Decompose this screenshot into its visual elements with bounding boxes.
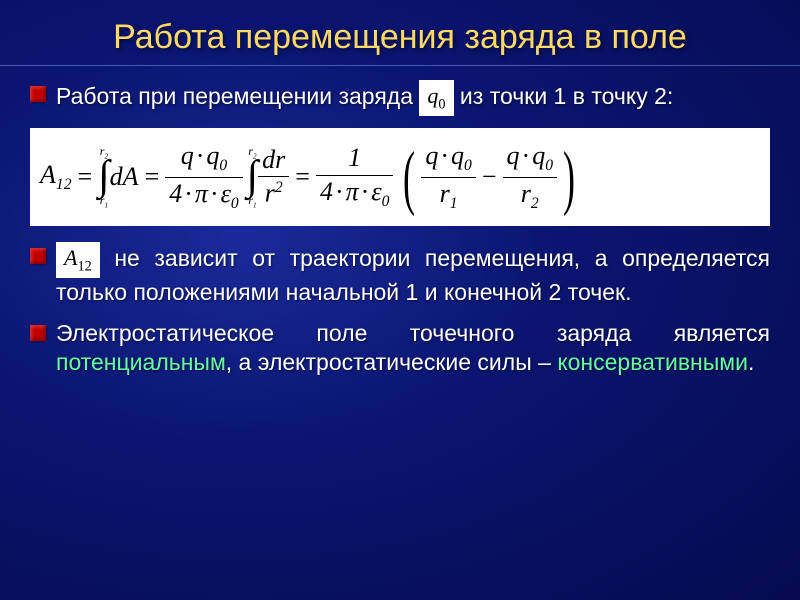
f-A: A12 (40, 160, 71, 194)
bullet-icon (30, 86, 46, 102)
q0-sub: 0 (438, 96, 445, 112)
text-3c: , а электростатические силы – (226, 349, 558, 375)
f-paren: ( q·q0 r1 − q·q0 r2 ) (397, 140, 581, 214)
f-frac1: q·q0 4·π·ε0 (165, 140, 242, 214)
slide: Работа перемещения заряда в поле Работа … (0, 0, 800, 600)
bullet-icon (30, 325, 46, 341)
slide-content: Работа при перемещении заряда q0 из точк… (0, 66, 800, 398)
text-3e: . (748, 349, 754, 375)
text-3a: Электростатическое поле точечного заряда… (56, 320, 770, 346)
text-1-post: из точки 1 в точку 2: (460, 83, 673, 109)
f-eq3: = (289, 162, 316, 192)
A12-sub: 12 (77, 258, 91, 274)
text-1-pre: Работа при перемещении заряда (56, 83, 419, 109)
bullet-item-2: A12 не зависит от траектории перемещения… (30, 242, 770, 307)
A12-sym: A (64, 245, 77, 270)
f-eq2: = (139, 162, 166, 192)
bullet-item-1: Работа при перемещении заряда q0 из точк… (30, 80, 770, 116)
f-int1: r2 ∫ r1 (98, 145, 110, 210)
A12-box: A12 (56, 242, 100, 278)
f-eq1: = (71, 162, 98, 192)
f-frac2: dr r2 (258, 144, 289, 211)
bullet-item-3: Электростатическое поле точечного заряда… (30, 319, 770, 377)
q0-box: q0 (419, 80, 453, 116)
f-frac3: 1 4·π·ε0 (316, 142, 393, 212)
text-3d: консервативными (557, 349, 748, 375)
f-int2: r2 ∫ r1 (247, 145, 259, 210)
paragraph-3: Электростатическое поле точечного заряда… (56, 319, 770, 377)
bullet-icon (30, 248, 46, 264)
paragraph-2: A12 не зависит от траектории перемещения… (56, 242, 770, 307)
f-dA: dA (110, 162, 139, 192)
text-3b: потенциальным (56, 349, 226, 375)
text-2: не зависит от траектории перемещения, а … (56, 245, 770, 305)
q0-sym: q (427, 83, 438, 108)
slide-title: Работа перемещения заряда в поле (0, 0, 800, 66)
formula: A12 = r2 ∫ r1 dA = q·q0 4·π·ε0 r2 ∫ r1 d… (30, 128, 770, 226)
paragraph-1: Работа при перемещении заряда q0 из точк… (56, 80, 673, 116)
